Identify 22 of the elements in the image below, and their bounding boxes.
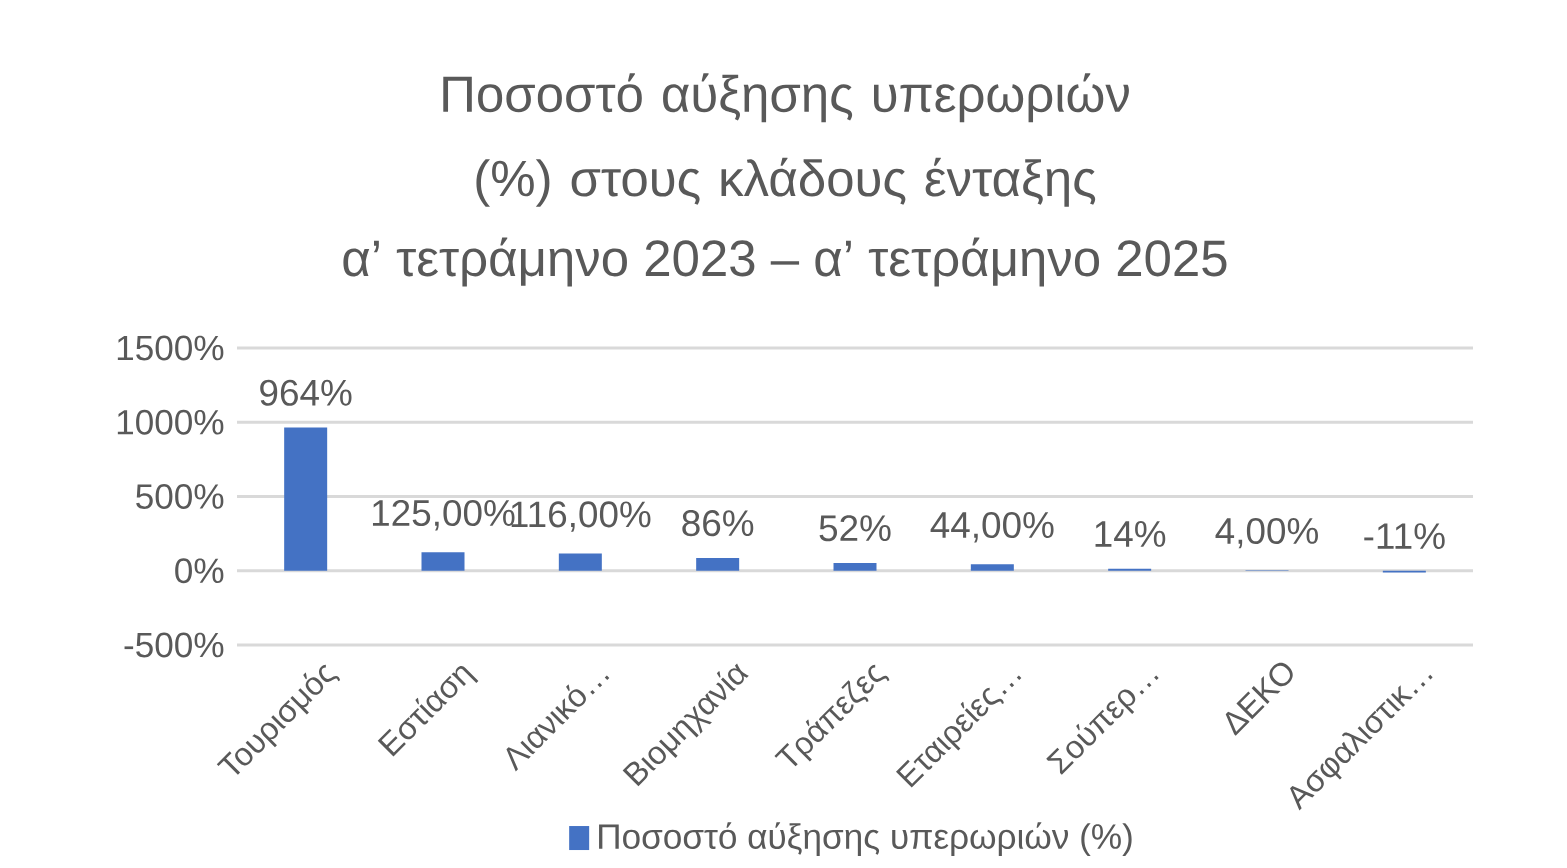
bar (284, 427, 328, 571)
y-tick-label: 500% (136, 484, 224, 509)
bar (1108, 568, 1152, 571)
legend-label: Ποσοστό αύξησης υπερωριών (%) (599, 822, 1132, 856)
y-tick-label: 1500% (117, 335, 224, 361)
data-label: 44,00% (930, 511, 1054, 543)
data-label: 14% (1095, 521, 1166, 547)
bar (696, 557, 740, 571)
y-tick-label: 1000% (117, 409, 224, 435)
bar (421, 552, 465, 571)
data-label: 4,00% (1215, 517, 1318, 549)
y-tick-label: -500% (124, 632, 224, 658)
bar (558, 553, 602, 571)
bar (970, 564, 1014, 571)
data-label: 964% (260, 379, 352, 406)
data-label: 52% (819, 515, 891, 542)
data-label: -11% (1364, 523, 1445, 549)
bar (833, 563, 877, 571)
chart-subtitle: α’ τετράμηνο 2023 – α’ τετράμηνο 2025 (343, 237, 1227, 287)
chart-title: Ποσοστό αύξησης υπερωριών (%) στους κλάδους ένταξης (443, 73, 1129, 207)
y-tick-label: 0% (175, 558, 224, 584)
data-label: 86% (682, 510, 754, 537)
